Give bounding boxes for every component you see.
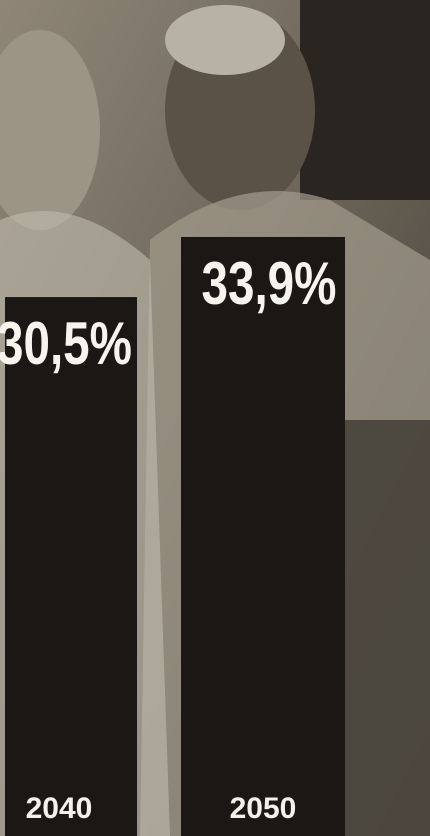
bar: [181, 237, 345, 836]
x-tick-label: 2050: [230, 792, 297, 825]
page: {"chart_data": {"type": "bar", "categori…: [0, 0, 430, 836]
value-label: 30,5%: [0, 310, 132, 377]
x-tick-label: 2040: [26, 792, 93, 825]
value-label: 33,9%: [202, 250, 337, 317]
chart: 30,5% 2040 33,9% 2050: [0, 0, 430, 836]
bar: [5, 297, 137, 836]
